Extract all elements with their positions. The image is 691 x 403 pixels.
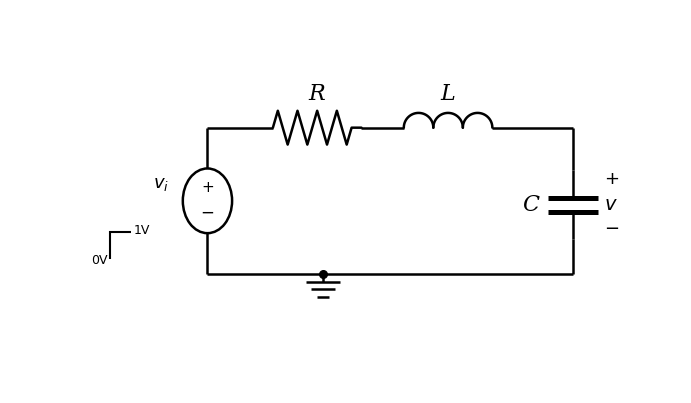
Text: L: L [441,83,455,104]
Text: +: + [201,181,214,195]
Text: $v$: $v$ [605,196,618,214]
Text: −: − [605,220,620,237]
Text: 0V: 0V [91,253,107,267]
Text: $v_i$: $v_i$ [153,175,169,193]
Text: R: R [309,83,325,104]
Text: −: − [200,204,214,222]
Text: C: C [522,194,539,216]
Text: +: + [605,170,619,188]
Text: 1V: 1V [133,224,150,237]
